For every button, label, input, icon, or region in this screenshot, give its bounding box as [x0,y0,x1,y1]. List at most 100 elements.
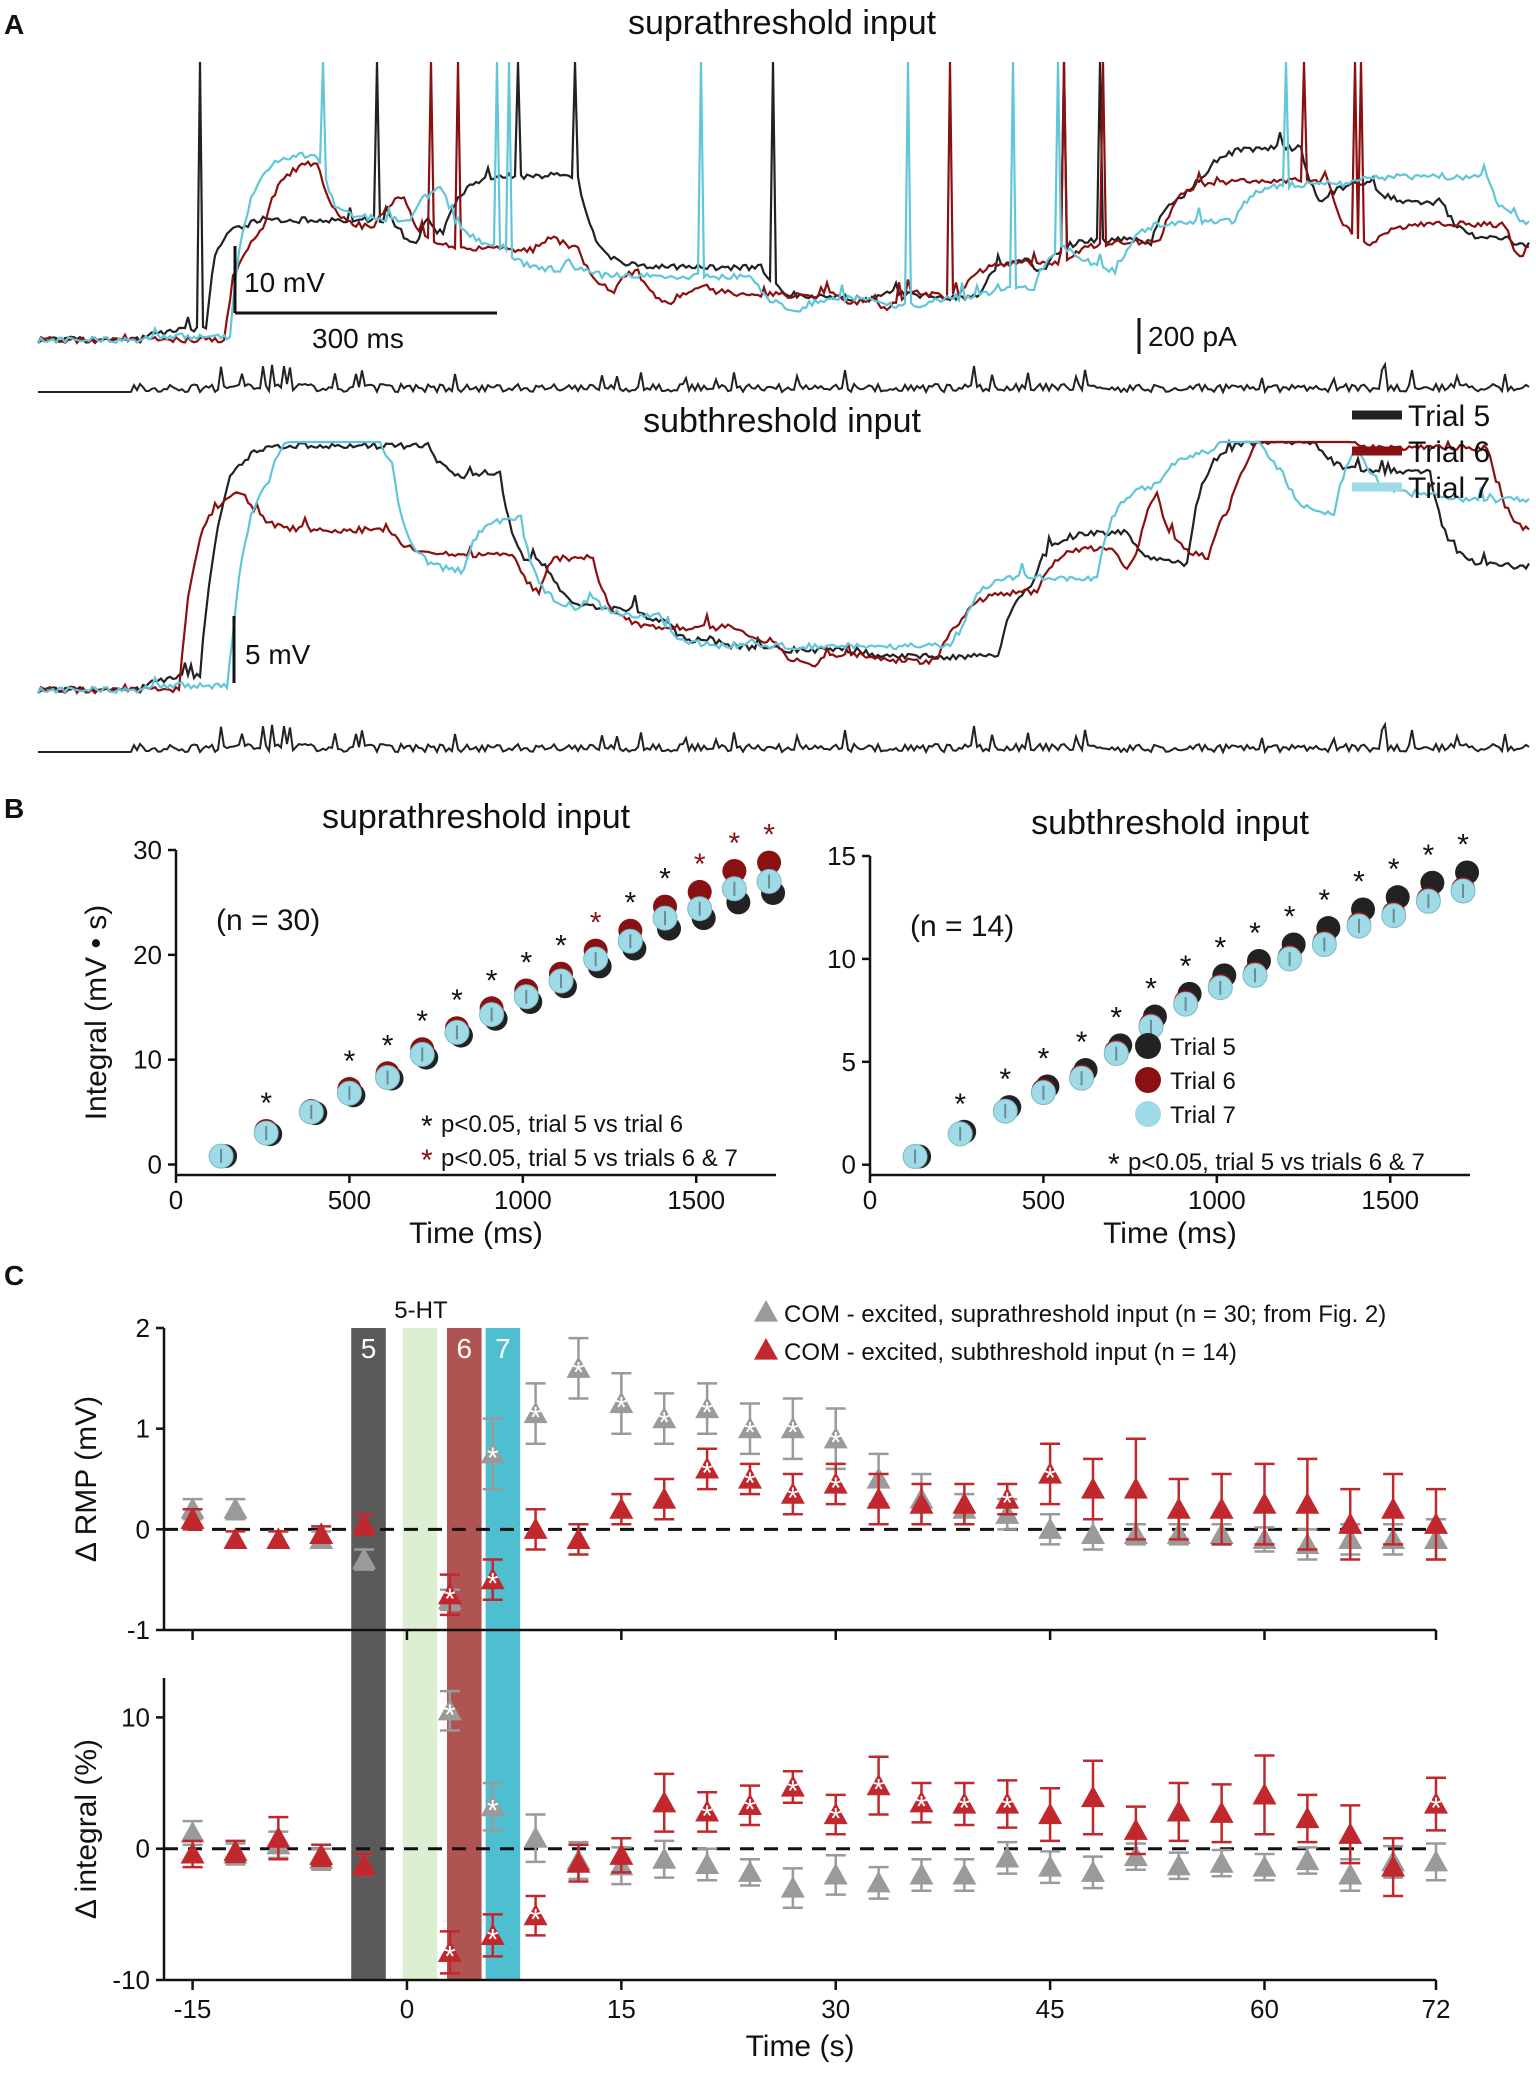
sub-marker [1080,1785,1105,1808]
supra-marker [180,1820,205,1843]
trace-trial7 [37,61,1530,345]
chart-delta-rmp: -1 0 1 2 Δ RMP (mV) * * * * * * * * * * * * * * * * * [70,1313,1448,1645]
sub-marker [909,1492,934,1514]
sub-marker [1123,1477,1148,1499]
sub-marker [995,1792,1020,1814]
significance-marker: * [520,946,532,979]
significance-marker: * [1457,828,1469,861]
sub-marker [995,1487,1020,1509]
supra-marker [1123,1844,1148,1867]
sub-marker [266,1826,291,1848]
sub-marker [1338,1512,1363,1534]
sub-marker [480,1923,505,1945]
legend-marker-1 [754,1338,778,1360]
scale-label-200pa: 200 pA [1148,321,1237,352]
trace-trial7 [37,440,1530,695]
chart-title: suprathreshold input [322,798,631,836]
trace-trial6 [37,439,1530,695]
legend-label-trial5: Trial 5 [1408,400,1490,433]
note-star-black: * [421,1110,433,1143]
significance-marker: * [694,848,706,881]
y-tick-label: 2 [136,1313,150,1343]
sub-marker [1295,1806,1320,1829]
sub-marker [180,1841,205,1864]
panel-a: A suprathreshold input subthreshold inpu… [4,4,1530,755]
sub-marker [1424,1512,1448,1534]
sub-marker [523,1517,548,1539]
band-trial7 [485,1328,521,1980]
significance-marker: * [787,1482,799,1515]
y-axis-label: Integral (mV • s) [80,905,113,1121]
y-tick-label: 30 [133,835,162,865]
sub-marker [652,1790,677,1813]
note-text-1: p<0.05, trial 5 vs trials 6 & 7 [1128,1149,1425,1176]
band-trial7-label: 7 [495,1333,511,1364]
panel-c-letter: C [4,1260,24,1291]
sub-marker [1252,1492,1277,1514]
supra-marker [480,1794,505,1817]
sub-marker [309,1843,334,1865]
sub-marker [1038,1461,1063,1484]
significance-marker: * [444,1940,456,1973]
note-star-black: * [1108,1148,1120,1181]
legend-label-trial7: Trial 7 [1408,472,1490,505]
legend-marker-6 [1135,1067,1161,1093]
significance-marker: * [1214,931,1226,964]
supra-marker [523,1826,548,1848]
x-tick-label: 1000 [494,1185,552,1215]
supra-marker [1209,1851,1234,1873]
marker-trial6 [757,850,782,875]
supra-marker [695,1852,720,1875]
supra-marker [866,1870,891,1893]
significance-marker: * [382,1029,394,1062]
significance-marker: * [1388,853,1400,886]
panel-a-supra-title: suprathreshold input [628,4,937,42]
significance-marker: * [1430,1792,1442,1825]
significance-marker: * [744,1417,756,1450]
y-tick-label: 5 [842,1047,856,1077]
significance-marker: * [916,1791,928,1824]
chart-delta-integral: -10 0 10 Δ integral (%) -15 0 15 30 45 60 72 Time (… [70,1678,1450,2063]
sub-marker [1424,1792,1448,1814]
sub-marker [737,1467,762,1489]
label-5ht: 5-HT [394,1297,448,1324]
sub-marker [1166,1497,1191,1519]
panel-b-letter: B [4,793,24,824]
supra-voltage-traces [37,61,1530,345]
significance-marker: * [763,819,775,852]
significance-marker: * [1145,973,1157,1006]
x-tick-label: 0 [169,1185,183,1215]
y-tick-label: 10 [121,1702,150,1732]
supra-marker [737,1860,762,1882]
sub-marker [952,1792,977,1814]
x-tick-label: 500 [328,1185,371,1215]
significance-marker: * [416,1005,428,1038]
supra-marker [1338,1862,1363,1885]
sub-marker [309,1522,334,1544]
sub-marker [609,1497,634,1519]
significance-marker: * [486,964,498,997]
supra-marker [1252,1855,1277,1877]
legend-marker-0 [754,1300,778,1322]
significance-marker: * [787,1775,799,1808]
scale-label-300ms: 300 ms [312,323,404,354]
y-axis-label: Δ RMP (mV) [70,1396,103,1562]
significance-marker: * [1249,917,1261,950]
significance-marker: * [590,907,602,940]
supra-marker [652,1847,677,1869]
band-trial5-label: 5 [361,1333,377,1364]
y-tick-label: 1 [136,1414,150,1444]
significance-marker: * [1076,1026,1088,1059]
x-axis-label: Time (s) [746,2030,855,2063]
significance-marker: * [451,984,463,1017]
y-tick-label: 10 [133,1045,162,1075]
significance-marker: * [1318,884,1330,917]
panel-a-letter: A [4,9,24,40]
significance-marker: * [1423,839,1435,872]
panel-c-legend: COM - excited, suprathreshold input (n =… [754,1300,1386,1366]
x-tick-label: 0 [863,1185,877,1215]
supra-marker [780,1876,805,1898]
n-annotation: (n = 30) [216,904,320,937]
significance-marker: * [1044,1462,1056,1495]
